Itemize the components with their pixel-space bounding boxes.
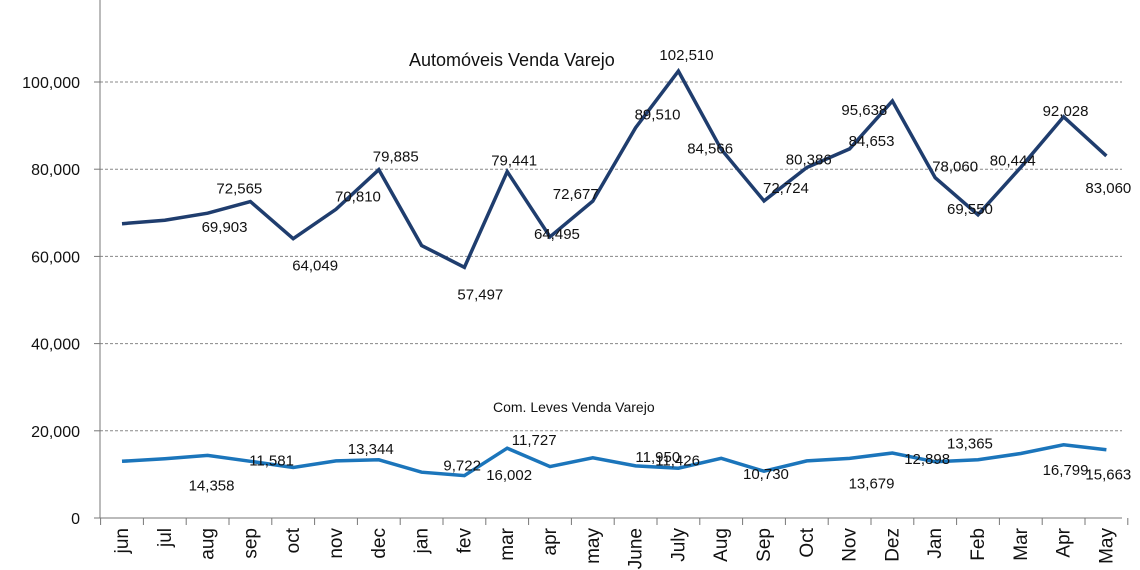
data-label: 84,566 xyxy=(687,140,733,157)
y-tick-label: 0 xyxy=(71,511,80,528)
data-label: 89,510 xyxy=(635,107,681,124)
y-tick-label: 40,000 xyxy=(31,337,80,354)
data-label: 72,677 xyxy=(553,186,599,203)
series-title-com-leves: Com. Leves Venda Varejo xyxy=(493,399,655,415)
x-tick-label: jun xyxy=(112,528,133,554)
data-label: 10,730 xyxy=(743,466,789,483)
x-tick-label: July xyxy=(668,528,689,562)
y-tick-label: 60,000 xyxy=(31,249,80,266)
x-tick-label: may xyxy=(583,528,604,564)
data-label: 83,060 xyxy=(1085,180,1131,197)
x-tick-label: apr xyxy=(540,527,561,555)
y-tick-label: 80,000 xyxy=(31,162,80,179)
data-label: 80,386 xyxy=(786,152,832,169)
data-label: 72,565 xyxy=(216,181,262,198)
data-label: 79,885 xyxy=(373,149,419,166)
data-label: 15,663 xyxy=(1085,467,1131,484)
x-tick-label: sep xyxy=(240,528,261,559)
x-tick-label: June xyxy=(626,528,647,569)
data-label: 12,898 xyxy=(904,451,950,468)
data-label: 92,028 xyxy=(1043,103,1089,120)
y-tick-label: 20,000 xyxy=(31,424,80,441)
data-label: 11,727 xyxy=(512,432,557,449)
x-tick-label: Aug xyxy=(711,528,732,562)
x-tick-label: May xyxy=(1096,528,1117,564)
x-axis: jun jul aug sep oct nov dec jan fev mar apr may June… xyxy=(100,517,1129,569)
data-label: 16,002 xyxy=(486,467,532,484)
data-label: 11,426 xyxy=(655,452,700,469)
data-label: 11,581 xyxy=(249,453,294,470)
data-label: 13,679 xyxy=(849,475,895,492)
x-tick-label: Apr xyxy=(1054,527,1075,557)
y-axis: 0 20,000 40,000 60,000 80,000 100,000 xyxy=(22,0,101,528)
series-line-2 xyxy=(121,443,1107,478)
data-label: 78,060 xyxy=(932,159,978,176)
x-tick-label: fev xyxy=(454,528,475,554)
data-label: 79,441 xyxy=(491,153,537,170)
series-title-automoveis: Automóveis Venda Varejo xyxy=(409,50,615,70)
x-tick-label: jul xyxy=(155,528,176,548)
x-tick-label: Oct xyxy=(797,527,818,557)
series-lines xyxy=(121,67,1108,478)
data-label: 84,653 xyxy=(849,133,895,150)
data-labels: 69,903 72,565 64,049 70,810 79,885 57,497 79,4… xyxy=(189,47,1132,494)
x-tick-label: mar xyxy=(497,527,518,560)
x-tick-label: Feb xyxy=(968,528,989,561)
x-tick-label: oct xyxy=(283,527,304,553)
data-label: 9,722 xyxy=(443,458,481,475)
data-label: 95,638 xyxy=(841,102,887,119)
series-line-1 xyxy=(121,67,1108,270)
x-tick-label: jan xyxy=(412,528,433,554)
data-label: 14,358 xyxy=(189,477,235,494)
x-tick-label: nov xyxy=(326,528,347,559)
x-tick-label: Dez xyxy=(882,528,903,562)
x-tick-label: aug xyxy=(198,528,219,560)
data-label: 72,724 xyxy=(763,180,809,197)
data-label: 16,799 xyxy=(1043,462,1089,479)
data-label: 70,810 xyxy=(335,188,381,205)
gridlines xyxy=(100,81,1122,432)
data-label: 13,344 xyxy=(348,441,394,458)
x-tick-label: Nov xyxy=(840,528,861,562)
data-label: 64,495 xyxy=(534,226,580,243)
data-label: 11,950 xyxy=(635,449,680,466)
data-label: 102,510 xyxy=(659,47,713,64)
x-tick-label: dec xyxy=(369,528,390,559)
data-label: 80,444 xyxy=(990,152,1036,169)
x-tick-label: Mar xyxy=(1011,527,1032,560)
data-label: 69,550 xyxy=(947,201,993,218)
data-label: 13,365 xyxy=(947,436,993,453)
x-tick-label: Sep xyxy=(754,528,775,562)
data-label: 69,903 xyxy=(202,219,248,236)
data-label: 57,497 xyxy=(457,286,503,303)
data-label: 64,049 xyxy=(292,258,338,275)
x-tick-label: Jan xyxy=(925,528,946,559)
y-tick-label: 100,000 xyxy=(22,75,80,92)
